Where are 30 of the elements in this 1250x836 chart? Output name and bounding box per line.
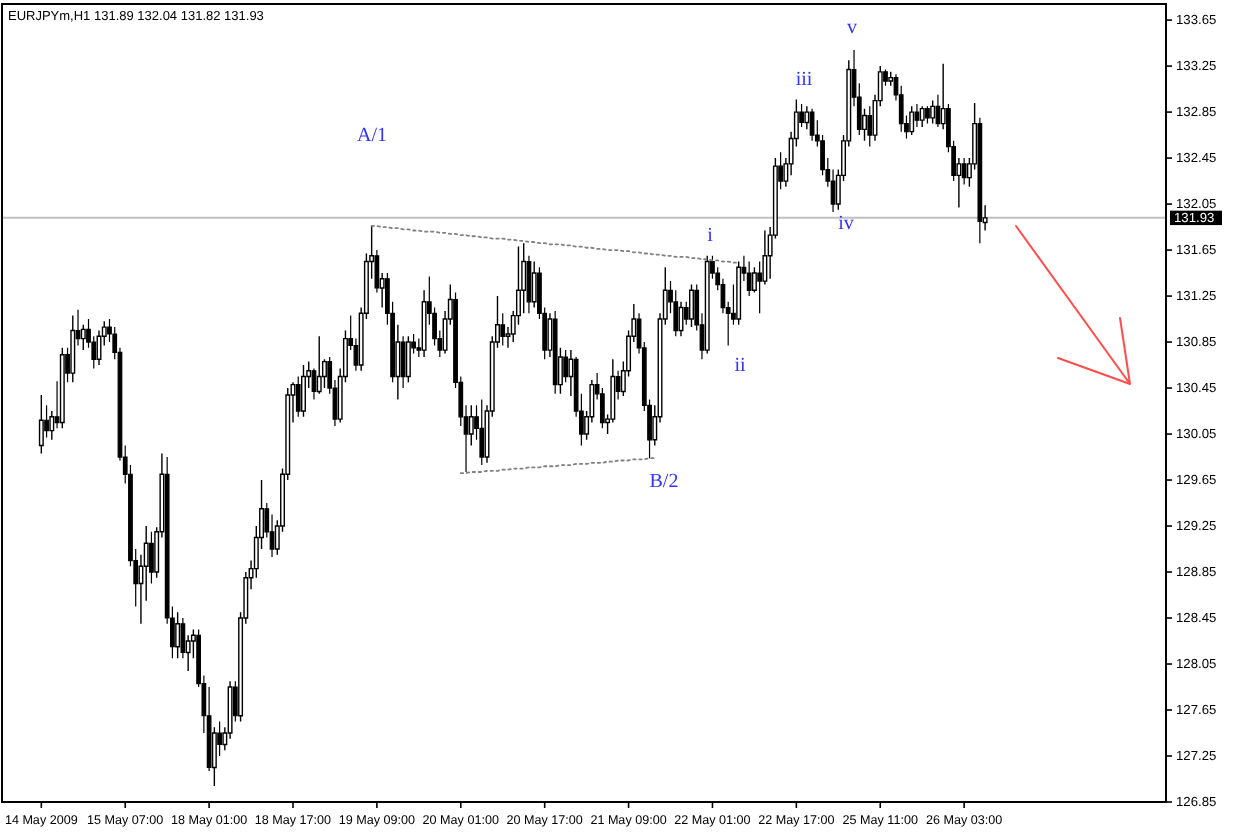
candlestick [809,108,815,142]
candlestick [909,105,915,136]
annotation: iii [795,68,813,91]
annotation: B/2 [649,470,679,493]
candlestick [914,103,920,128]
candlestick [316,335,322,395]
candlestick [552,310,558,395]
candlestick [704,255,710,355]
candlestick [96,329,102,366]
candlestick [175,611,181,659]
candlestick [479,398,485,466]
candlestick [925,105,930,125]
candlestick [70,314,76,383]
candlestick [919,105,925,128]
candlestick [38,394,44,455]
candlestick [301,364,306,418]
annotation: A/1 [357,124,387,147]
line-series [370,225,740,264]
candlestick [405,335,411,383]
candlestick [59,347,65,429]
candlestick [673,289,679,337]
line-series [459,457,656,475]
annotation: ii [734,354,746,377]
candlestick [736,260,742,326]
candlestick [689,283,694,328]
annotation: v [847,16,857,39]
annotation: i [707,224,714,247]
candlestick [930,99,936,125]
candlestick [746,260,752,297]
annotation: iv [838,212,854,235]
